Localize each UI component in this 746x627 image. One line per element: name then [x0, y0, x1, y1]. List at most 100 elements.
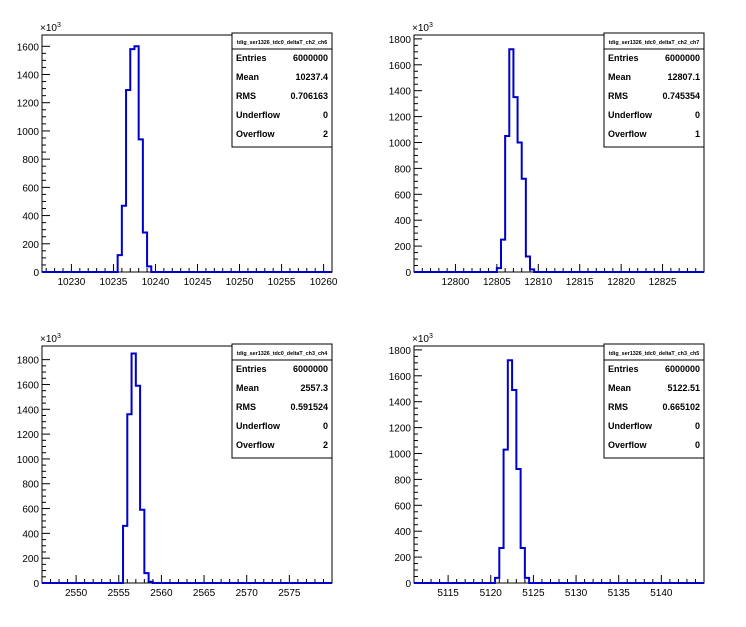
stats-key-mean: Mean — [608, 72, 631, 82]
stats-value-rms: 0.745354 — [662, 91, 700, 101]
stats-key-underflow: Underflow — [236, 421, 281, 431]
y-tick-label: 800 — [394, 475, 411, 486]
stats-value-mean: 10237.4 — [295, 72, 328, 82]
stats-key-entries: Entries — [608, 364, 639, 374]
stats-key-mean: Mean — [236, 72, 259, 82]
x-tick-label: 2550 — [65, 588, 88, 599]
stats-title: tdig_ser1326_tdc0_deltaT_ch3_ch4 — [237, 351, 328, 357]
x-tick-label: 10235 — [100, 277, 128, 288]
y-tick-label: 800 — [22, 155, 39, 166]
stats-box — [231, 32, 333, 148]
x-tick-label: 5115 — [437, 588, 459, 599]
x-tick-label: 2570 — [236, 588, 259, 599]
y-tick-label: 1200 — [17, 430, 40, 441]
stats-value-overflow: 2 — [323, 440, 328, 450]
stats-value-mean: 12807.1 — [667, 72, 700, 82]
exponent-base: ×10 — [40, 334, 57, 345]
y-tick-label: 400 — [394, 216, 411, 227]
y-exponent-label: ×103 — [412, 333, 433, 345]
histogram-panel-3: 0 200 400 600 800 1000 1200 1400 1600 1800 2550 255… — [17, 333, 333, 599]
histogram-panel-2: 0 200 400 600 800 1000 1200 1400 1600 1800 12800 12… — [389, 22, 705, 288]
x-tick-label: 5140 — [650, 588, 673, 599]
y-tick-label: 1800 — [389, 35, 412, 46]
y-tick-label: 0 — [33, 579, 39, 590]
y-tick-label: 400 — [22, 529, 39, 540]
stats-value-overflow: 2 — [323, 129, 328, 139]
stats-box — [231, 343, 333, 459]
x-tick-label: 5120 — [480, 588, 503, 599]
x-tick-label: 2560 — [150, 588, 173, 599]
y-tick-label: 400 — [394, 527, 411, 538]
y-tick-label: 1000 — [17, 127, 40, 138]
stats-value-entries: 6000000 — [665, 53, 700, 63]
exponent-base: ×10 — [40, 23, 57, 34]
stats-title: tdig_ser1326_tdc0_deltaT_ch2_ch6 — [237, 40, 328, 46]
y-tick-label: 1000 — [17, 455, 40, 466]
y-exponent-label: ×103 — [40, 333, 61, 345]
stats-key-overflow: Overflow — [236, 129, 276, 139]
histogram-panel-4: 0 200 400 600 800 1000 1200 1400 1600 1800 5115 512… — [389, 333, 705, 599]
exponent-power: 3 — [57, 22, 61, 29]
y-tick-label: 600 — [22, 505, 39, 516]
x-tick-label: 10250 — [226, 277, 254, 288]
y-tick-label: 0 — [405, 579, 411, 590]
stats-box — [603, 32, 705, 148]
x-tick-label: 5130 — [565, 588, 588, 599]
y-tick-label: 1200 — [389, 424, 412, 435]
x-tick-label: 12805 — [483, 277, 511, 288]
x-tick-label: 5135 — [608, 588, 631, 599]
x-tick-label: 10260 — [310, 277, 338, 288]
exponent-power: 3 — [57, 333, 61, 340]
x-tick-label: 12810 — [524, 277, 552, 288]
y-exponent-label: ×103 — [412, 22, 433, 34]
y-tick-label: 800 — [394, 164, 411, 175]
stats-value-rms: 0.591524 — [290, 402, 328, 412]
stats-value-underflow: 0 — [695, 110, 700, 120]
x-tick-label: 12825 — [649, 277, 677, 288]
stats-value-overflow: 0 — [695, 440, 700, 450]
y-tick-label: 1600 — [389, 372, 412, 383]
stats-value-entries: 6000000 — [293, 53, 328, 63]
stats-value-entries: 6000000 — [293, 364, 328, 374]
y-tick-label: 800 — [22, 480, 39, 491]
stats-key-entries: Entries — [236, 53, 267, 63]
stats-value-mean: 2557.3 — [300, 383, 328, 393]
stats-key-mean: Mean — [236, 383, 259, 393]
y-tick-label: 200 — [22, 240, 39, 251]
y-tick-label: 1000 — [389, 138, 412, 149]
y-tick-label: 1600 — [17, 42, 40, 53]
y-tick-label: 600 — [394, 501, 411, 512]
y-tick-label: 1400 — [389, 87, 412, 98]
y-tick-label: 1600 — [389, 61, 412, 72]
histogram-line — [42, 352, 332, 584]
x-tick-label: 10230 — [58, 277, 86, 288]
stats-key-entries: Entries — [608, 53, 639, 63]
exponent-power: 3 — [429, 22, 433, 29]
x-tick-label: 2555 — [108, 588, 131, 599]
x-tick-label: 10255 — [268, 277, 296, 288]
x-tick-label: 2575 — [278, 588, 301, 599]
x-tick-label: 12815 — [566, 277, 594, 288]
exponent-power: 3 — [429, 333, 433, 340]
y-tick-label: 1400 — [17, 405, 40, 416]
y-tick-label: 1000 — [389, 449, 412, 460]
stats-key-mean: Mean — [608, 383, 631, 393]
y-tick-label: 200 — [394, 242, 411, 253]
y-tick-label: 1200 — [17, 99, 40, 110]
x-tick-label: 5125 — [522, 588, 545, 599]
y-tick-label: 0 — [405, 268, 411, 279]
histogram-line — [414, 48, 704, 273]
stats-key-rms: RMS — [236, 91, 256, 101]
stats-value-rms: 0.706163 — [290, 91, 328, 101]
y-tick-label: 0 — [33, 268, 39, 279]
x-tick-label: 12800 — [442, 277, 470, 288]
stats-key-overflow: Overflow — [608, 129, 648, 139]
stats-value-rms: 0.665102 — [662, 402, 700, 412]
y-tick-label: 1800 — [17, 356, 40, 367]
stats-value-underflow: 0 — [323, 110, 328, 120]
stats-title: tdig_ser1326_tdc0_deltaT_ch3_ch5 — [609, 351, 700, 357]
x-tick-label: 12820 — [607, 277, 635, 288]
y-tick-label: 1600 — [17, 380, 40, 391]
stats-key-overflow: Overflow — [236, 440, 276, 450]
y-tick-label: 600 — [394, 190, 411, 201]
